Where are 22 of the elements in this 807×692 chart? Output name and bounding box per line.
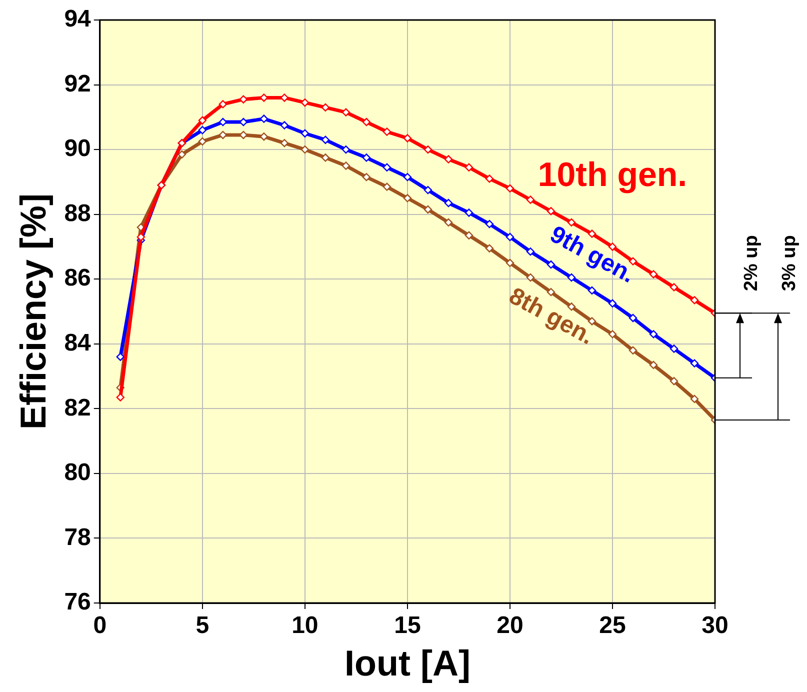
- x-tick-label: 5: [196, 612, 210, 640]
- y-tick-label: 90: [64, 135, 91, 162]
- y-tick-label: 76: [64, 588, 91, 616]
- x-tick-label: 10: [292, 612, 318, 640]
- x-tick-label: 25: [599, 612, 626, 640]
- y-tick-label: 94: [64, 6, 92, 33]
- y-tick-label: 86: [64, 264, 91, 292]
- y-tick-label: 92: [64, 70, 91, 98]
- x-tick-label: 15: [394, 612, 421, 640]
- y-axis-title: Efficiency [%]: [12, 193, 54, 430]
- x-tick-label: 20: [496, 612, 524, 640]
- y-tick-label: 80: [64, 459, 91, 486]
- text: 2% up: [741, 235, 762, 292]
- y-tick-label: 78: [64, 524, 91, 551]
- y-tick-label: 82: [64, 394, 91, 422]
- y-tick-label: 84: [64, 330, 92, 357]
- x-tick-label: 30: [702, 612, 728, 640]
- x-axis-title: Iout [A]: [344, 642, 470, 684]
- text: 3% up: [779, 235, 800, 292]
- series-label: 10th gen.: [538, 156, 688, 194]
- y-tick-label: 88: [64, 200, 91, 227]
- x-tick-label: 0: [93, 612, 107, 640]
